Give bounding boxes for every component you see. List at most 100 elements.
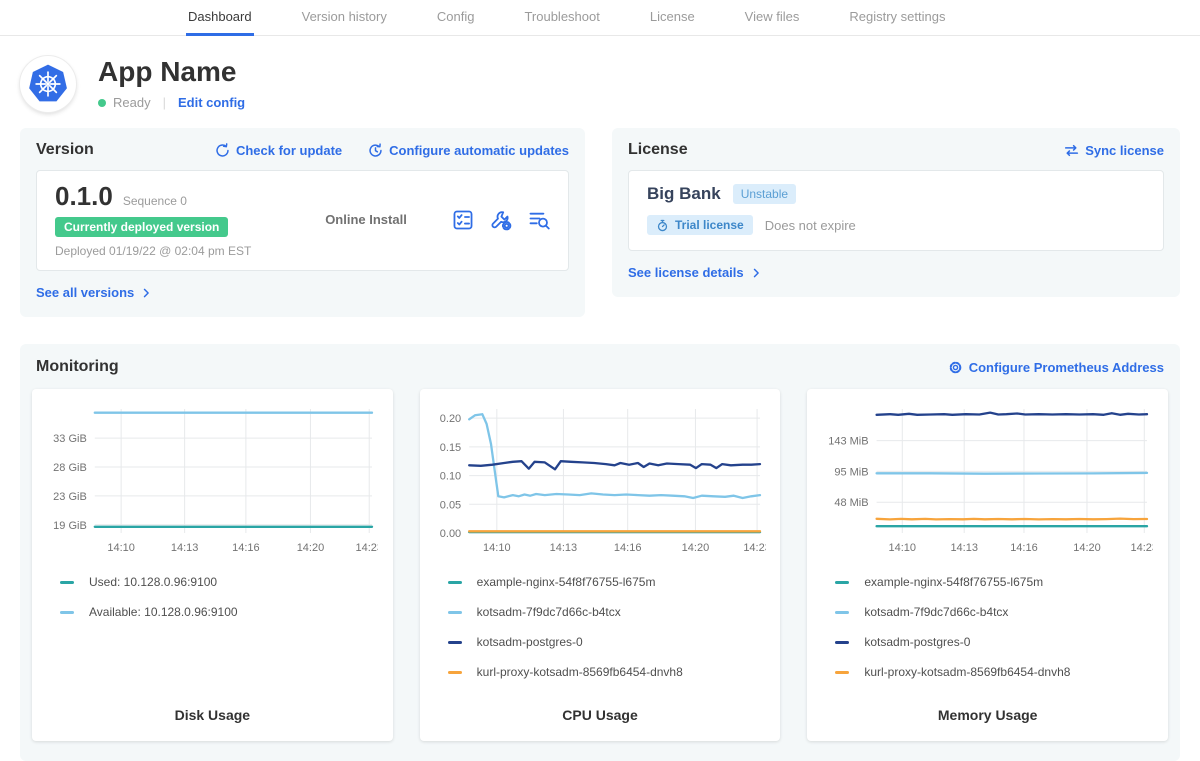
chart-card-cpu: 14:1014:1314:1614:2014:230.000.050.100.1… [420, 389, 781, 741]
svg-text:19 GiB: 19 GiB [53, 520, 87, 532]
edit-config-link[interactable]: Edit config [178, 95, 245, 110]
deployed-timestamp: Deployed 01/19/22 @ 02:04 pm EST [55, 244, 280, 258]
svg-text:14:10: 14:10 [889, 542, 917, 554]
svg-text:14:20: 14:20 [297, 542, 325, 554]
svg-text:14:20: 14:20 [681, 542, 709, 554]
svg-text:23 GiB: 23 GiB [53, 491, 87, 503]
tab-dashboard[interactable]: Dashboard [186, 0, 254, 36]
series-label: Available: 10.128.0.96:9100 [89, 605, 238, 619]
chart-title-cpu: CPU Usage [428, 695, 773, 729]
series-label: kotsadm-postgres-0 [864, 635, 970, 649]
memory-usage-legend: example-nginx-54f8f76755-l675m kotsadm-7f… [815, 575, 1160, 695]
edit-config-icon[interactable] [490, 209, 512, 231]
license-type-badge: Trial license [647, 215, 753, 235]
legend-item: Used: 10.128.0.96:9100 [60, 575, 385, 589]
svg-text:0.00: 0.00 [439, 528, 460, 540]
series-label: kotsadm-7f9dc7d66c-b4tcx [477, 605, 621, 619]
tab-registry-settings[interactable]: Registry settings [847, 0, 947, 36]
stopwatch-icon [656, 219, 669, 232]
sync-icon [1064, 143, 1079, 158]
legend-item: example-nginx-54f8f76755-l675m [448, 575, 773, 589]
svg-text:33 GiB: 33 GiB [53, 433, 87, 445]
version-sequence: Sequence 0 [123, 194, 187, 208]
chart-title-memory: Memory Usage [815, 695, 1160, 729]
svg-text:28 GiB: 28 GiB [53, 462, 87, 474]
svg-text:14:20: 14:20 [1074, 542, 1102, 554]
series-label: kotsadm-7f9dc7d66c-b4tcx [864, 605, 1008, 619]
legend-item: kurl-proxy-kotsadm-8569fb6454-dnvh8 [835, 665, 1160, 679]
license-name: Big Bank [647, 184, 721, 204]
current-version-box: 0.1.0 Sequence 0 Currently deployed vers… [36, 170, 569, 271]
view-logs-icon[interactable] [528, 209, 550, 231]
tab-view-files[interactable]: View files [743, 0, 802, 36]
install-type-label: Online Install [280, 212, 452, 227]
license-heading: License [628, 141, 688, 159]
svg-text:14:13: 14:13 [549, 542, 577, 554]
license-card: License Sync license Big Bank Unstable [612, 128, 1180, 297]
deployed-badge: Currently deployed version [55, 217, 228, 237]
kubernetes-logo-icon [26, 62, 70, 106]
status-dot [98, 99, 106, 107]
legend-item: kotsadm-postgres-0 [835, 635, 1160, 649]
cpu-usage-chart: 14:1014:1314:1614:2014:230.000.050.100.1… [428, 401, 766, 563]
svg-text:14:13: 14:13 [171, 542, 199, 554]
disk-usage-legend: Used: 10.128.0.96:9100 Available: 10.128.… [40, 575, 385, 635]
chevron-right-icon [140, 287, 152, 299]
legend-item: kotsadm-postgres-0 [448, 635, 773, 649]
see-all-versions-link[interactable]: See all versions [36, 285, 152, 300]
chart-card-disk: 14:1014:1314:1614:2014:2319 GiB23 GiB28 … [32, 389, 393, 741]
status-text: Ready [113, 95, 151, 110]
refresh-icon [215, 143, 230, 158]
gear-icon [948, 360, 963, 375]
series-color-swatch [448, 581, 462, 584]
top-nav: Dashboard Version history Config Trouble… [0, 0, 1200, 36]
svg-text:14:13: 14:13 [951, 542, 979, 554]
svg-text:0.20: 0.20 [439, 413, 460, 425]
cpu-usage-legend: example-nginx-54f8f76755-l675m kotsadm-7f… [428, 575, 773, 695]
series-label: Used: 10.128.0.96:9100 [89, 575, 217, 589]
app-logo [20, 56, 76, 112]
see-license-details-link[interactable]: See license details [628, 265, 762, 280]
svg-text:14:16: 14:16 [232, 542, 260, 554]
tab-version-history[interactable]: Version history [300, 0, 389, 36]
series-label: kurl-proxy-kotsadm-8569fb6454-dnvh8 [477, 665, 683, 679]
series-color-swatch [448, 611, 462, 614]
legend-item: kurl-proxy-kotsadm-8569fb6454-dnvh8 [448, 665, 773, 679]
chart-title-disk: Disk Usage [40, 695, 385, 729]
legend-item: kotsadm-7f9dc7d66c-b4tcx [448, 605, 773, 619]
app-header: App Name Ready | Edit config [0, 36, 1200, 128]
svg-text:14:23: 14:23 [1131, 542, 1153, 554]
legend-item: example-nginx-54f8f76755-l675m [835, 575, 1160, 589]
divider: | [163, 95, 166, 110]
legend-item: Available: 10.128.0.96:9100 [60, 605, 385, 619]
version-number: 0.1.0 [55, 181, 113, 212]
schedule-update-icon [368, 143, 383, 158]
series-color-swatch [835, 581, 849, 584]
preflight-checks-icon[interactable] [452, 209, 474, 231]
series-color-swatch [835, 611, 849, 614]
disk-usage-chart: 14:1014:1314:1614:2014:2319 GiB23 GiB28 … [40, 401, 378, 563]
series-label: example-nginx-54f8f76755-l675m [864, 575, 1043, 589]
svg-text:14:10: 14:10 [107, 542, 135, 554]
monitoring-heading: Monitoring [36, 358, 119, 376]
svg-text:14:16: 14:16 [1011, 542, 1039, 554]
tab-troubleshoot[interactable]: Troubleshoot [522, 0, 601, 36]
configure-prometheus-link[interactable]: Configure Prometheus Address [948, 360, 1164, 375]
series-label: kotsadm-postgres-0 [477, 635, 583, 649]
series-color-swatch [835, 641, 849, 644]
svg-text:143 MiB: 143 MiB [829, 436, 869, 448]
series-color-swatch [60, 611, 74, 614]
tab-config[interactable]: Config [435, 0, 477, 36]
legend-item: kotsadm-7f9dc7d66c-b4tcx [835, 605, 1160, 619]
series-label: example-nginx-54f8f76755-l675m [477, 575, 656, 589]
tab-license[interactable]: License [648, 0, 697, 36]
memory-usage-chart: 14:10 14:13 14:16 14:20 14:23 48 MiB 95 MiB 143… [815, 401, 1153, 563]
sync-license-link[interactable]: Sync license [1064, 143, 1164, 158]
license-expiry: Does not expire [765, 218, 856, 233]
series-color-swatch [835, 671, 849, 674]
svg-text:95 MiB: 95 MiB [835, 466, 869, 478]
version-card: Version Check for update Configure autom… [20, 128, 585, 317]
check-for-update-link[interactable]: Check for update [215, 143, 342, 158]
configure-automatic-updates-link[interactable]: Configure automatic updates [368, 143, 569, 158]
svg-text:48 MiB: 48 MiB [835, 497, 869, 509]
